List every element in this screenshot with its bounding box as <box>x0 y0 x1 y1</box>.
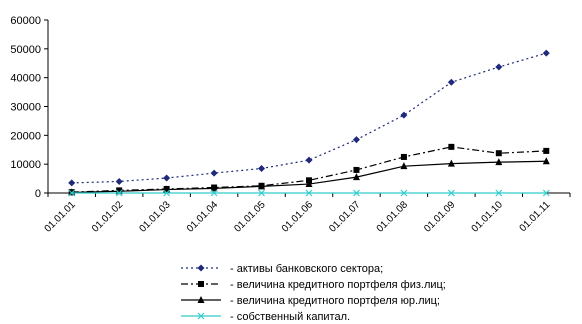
data-point <box>197 312 205 320</box>
data-point <box>305 189 313 197</box>
data-point <box>542 49 550 57</box>
data-point <box>495 150 502 157</box>
y-tick-label: 40000 <box>10 73 41 85</box>
data-point <box>305 156 313 164</box>
data-point <box>542 157 550 165</box>
legend: - активы банковского сектора; - величина … <box>181 263 446 323</box>
series-line <box>71 160 547 194</box>
x-tick-label: 01.01.08 <box>375 199 411 235</box>
data-point <box>543 147 550 154</box>
x-tick-label: 01.01.02 <box>90 199 126 235</box>
data-point <box>198 281 204 287</box>
data-point <box>495 189 503 197</box>
x-tick-label: 01.01.05 <box>232 199 268 235</box>
data-point <box>115 177 123 185</box>
legend-label: - активы банковского сектора; <box>230 263 383 275</box>
x-tick-label: 01.01.03 <box>137 199 173 235</box>
x-tick-label: 01.01.10 <box>470 199 506 235</box>
data-point <box>210 169 218 177</box>
data-point <box>258 189 265 197</box>
data-point <box>197 264 205 272</box>
x-tick-label: 01.01.04 <box>185 199 221 235</box>
x-tick-label: 01.01.01 <box>43 199 79 235</box>
y-tick-label: 30000 <box>10 102 41 114</box>
y-axis-ticks: 0 10000 20000 30000 40000 50000 60000 <box>10 15 48 200</box>
y-tick-label: 20000 <box>10 130 41 142</box>
data-point <box>163 189 171 197</box>
data-point <box>352 173 360 181</box>
data-point <box>495 158 503 166</box>
data-point <box>352 136 360 144</box>
data-point <box>258 182 266 190</box>
series-2 <box>68 143 550 196</box>
x-tick-label: 01.01.07 <box>327 199 363 235</box>
data-point <box>210 189 218 197</box>
data-point <box>258 164 266 172</box>
x-axis-ticks: 01.01.01 01.01.02 01.01.03 01.01.04 01.01.05… <box>43 193 571 235</box>
data-point <box>447 78 455 86</box>
y-tick-label: 60000 <box>10 15 41 27</box>
data-point <box>68 189 76 197</box>
data-point <box>400 153 407 160</box>
data-point <box>68 188 76 196</box>
x-tick-label: 01.01.09 <box>422 199 458 235</box>
data-point <box>447 189 455 197</box>
data-point <box>305 180 313 188</box>
legend-label: - величина кредитного портфеля физ.лиц; <box>230 279 446 291</box>
data-point <box>448 143 455 150</box>
data-point <box>400 162 408 170</box>
series-1 <box>68 49 550 187</box>
axes <box>47 20 570 194</box>
data-point <box>400 189 408 197</box>
data-point <box>197 296 205 303</box>
data-point <box>68 179 76 187</box>
data-point <box>353 189 360 197</box>
series-line <box>71 146 547 193</box>
data-point <box>495 63 503 71</box>
legend-label: - величина кредитного портфеля юр.лиц; <box>230 295 440 307</box>
data-point <box>163 174 171 182</box>
y-tick-label: 50000 <box>10 44 41 56</box>
series-group <box>68 49 550 197</box>
x-tick-label: 01.01.11 <box>518 199 553 234</box>
data-point <box>353 166 360 173</box>
data-point <box>210 184 218 192</box>
data-point <box>400 111 408 119</box>
y-tick-label: 0 <box>35 188 41 200</box>
x-tick-label: 01.01.06 <box>280 199 316 235</box>
legend-label: - собственный капитал. <box>230 311 350 323</box>
y-tick-label: 10000 <box>10 159 41 171</box>
data-point <box>447 159 455 167</box>
data-point <box>115 189 123 197</box>
series-4 <box>68 189 550 197</box>
data-point <box>542 189 550 197</box>
